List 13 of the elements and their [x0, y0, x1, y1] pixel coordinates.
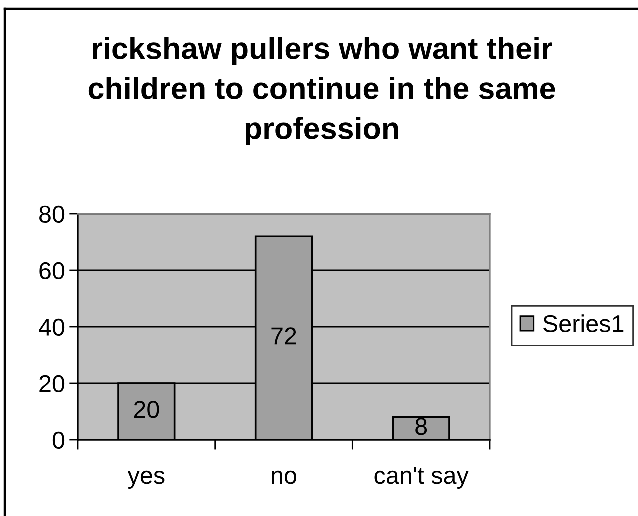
x-tick-label: yes [128, 470, 165, 490]
data-label: 72 [272, 328, 296, 345]
y-tick-label: 80 [40, 206, 65, 224]
legend-label: Series1 [543, 314, 624, 333]
data-label: 8 [416, 418, 428, 436]
y-tick-label: 40 [39, 318, 65, 336]
y-tick-label: 60 [40, 262, 65, 280]
x-tick-label: no [272, 470, 296, 484]
data-label: 20 [134, 401, 160, 418]
chart-title: rickshaw pullers who want their children to continue in the same profession [88, 37, 556, 146]
y-tick-label: 0 [52, 432, 65, 450]
y-tick-label: 20 [40, 375, 65, 393]
x-tick-label: can't say [374, 467, 469, 490]
